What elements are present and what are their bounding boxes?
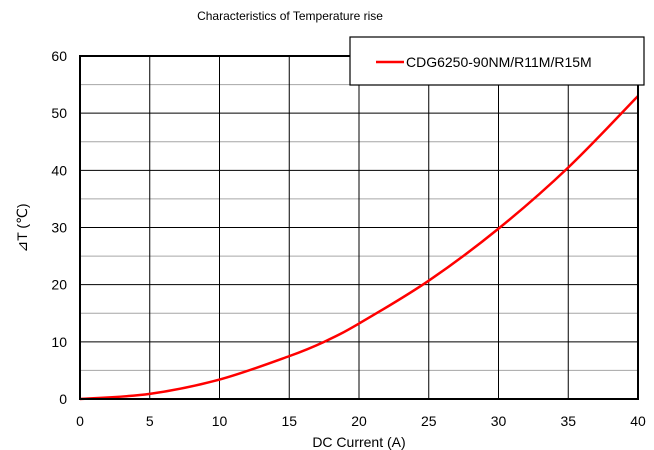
y-tick-label: 40 xyxy=(51,162,67,178)
x-tick-label: 40 xyxy=(630,413,646,429)
x-tick-label: 5 xyxy=(146,413,154,429)
series-line xyxy=(79,95,639,401)
series-layer xyxy=(79,95,639,401)
y-tick-label: 0 xyxy=(59,391,67,407)
x-tick-label: 20 xyxy=(351,413,367,429)
legend-label: CDG6250-90NM/R11M/R15M xyxy=(406,54,592,70)
y-tick-label: 60 xyxy=(51,48,67,64)
y-tick-label: 50 xyxy=(51,105,67,121)
y-tick-labels: 0 10 20 30 40 50 60 xyxy=(51,48,67,407)
x-tick-label: 35 xyxy=(560,413,576,429)
x-tick-label: 10 xyxy=(212,413,228,429)
x-tick-label: 0 xyxy=(76,413,84,429)
x-tick-label: 30 xyxy=(491,413,507,429)
grid-lines xyxy=(80,56,638,399)
x-tick-labels: 0 5 10 15 20 25 30 35 40 xyxy=(76,413,646,429)
y-tick-label: 30 xyxy=(51,220,67,236)
x-tick-label: 25 xyxy=(421,413,437,429)
x-tick-label: 15 xyxy=(281,413,297,429)
chart-title: Characteristics of Temperature rise xyxy=(197,9,383,23)
legend: CDG6250-90NM/R11M/R15M xyxy=(349,36,645,86)
x-axis-label: DC Current (A) xyxy=(312,434,405,450)
y-tick-label: 10 xyxy=(51,334,67,350)
y-tick-label: 20 xyxy=(51,277,67,293)
y-axis-label: ⊿T (℃) xyxy=(14,204,30,253)
